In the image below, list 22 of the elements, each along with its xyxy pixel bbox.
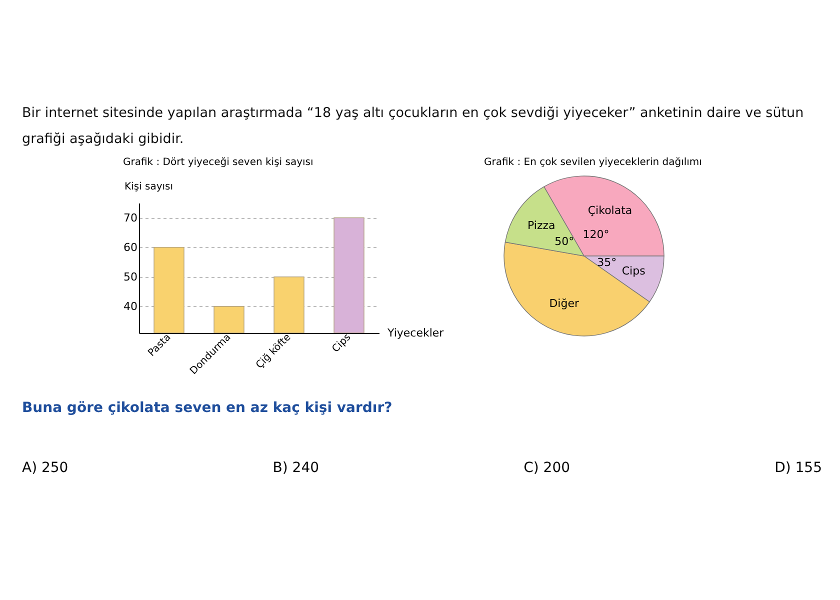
- data-label: 50°: [554, 235, 574, 248]
- data-label: 35°: [597, 256, 617, 270]
- slice-label: Pizza: [528, 219, 556, 232]
- slice-label: Cips: [622, 264, 646, 278]
- chart-title: Grafik : En çok sevilen yiyeceklerin dağılımı: [484, 157, 702, 168]
- text: Buna göre çikolata seven en az kaç kişi vardır?: [22, 400, 392, 416]
- y-tick-label: 70: [124, 211, 138, 224]
- text: B) 240: [272, 460, 320, 476]
- y-tick-label: 50: [124, 270, 138, 284]
- slice-label: Diğer: [549, 297, 580, 310]
- y-axis-title: Kişi sayısı: [124, 182, 174, 192]
- y-tick-label: 40: [124, 300, 138, 313]
- text: D) 155: [774, 460, 822, 476]
- x-axis-title: Yiyecekler: [386, 326, 444, 340]
- y-tick-label: 60: [124, 240, 138, 254]
- text: C) 200: [524, 460, 570, 476]
- data-label: 120°: [582, 228, 610, 242]
- slice-label: Çikolata: [588, 204, 632, 217]
- text: Bir internet sitesinde yapılan araştırmada “18 yaş altı çocukların en çok sevdiği yiyeceker” anketinin daire ve sütun grafiği aşağıdaki gibidir.: [22, 104, 805, 149]
- x-tick-label: Cips: [330, 332, 354, 355]
- chart-title: Grafik : Dört yiyeceği seven kişi sayısı: [123, 157, 314, 168]
- text: A) 250: [22, 460, 68, 476]
